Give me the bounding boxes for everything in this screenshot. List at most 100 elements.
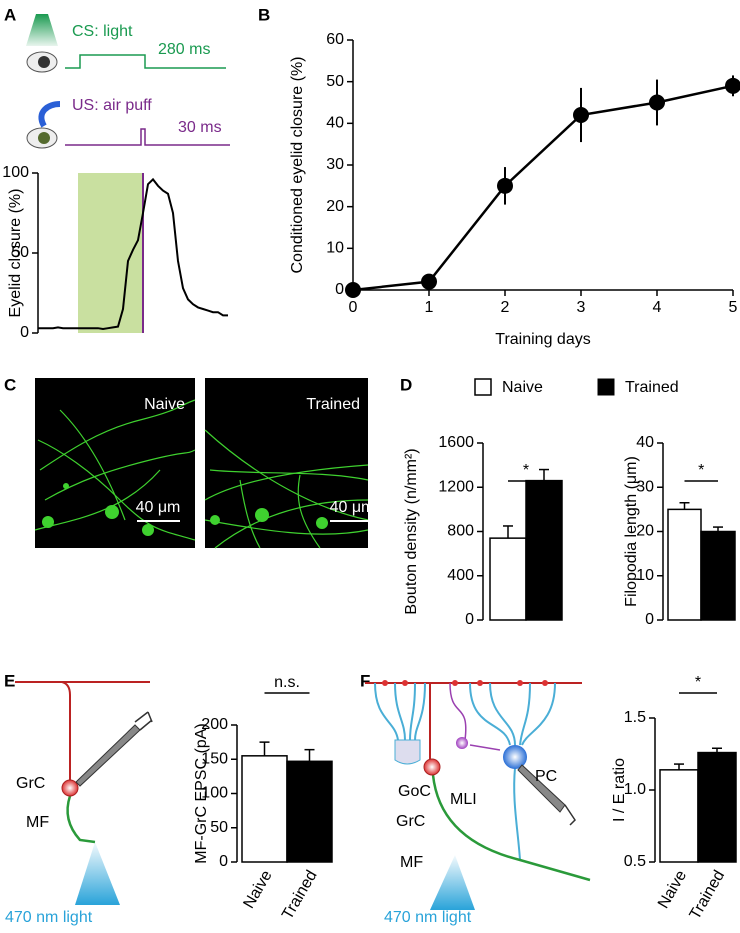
panel-letter: A [4, 5, 16, 24]
bar [286, 760, 333, 863]
y-tick-label: 1600 [438, 434, 474, 451]
us-schematic: US: air puff 30 ms [26, 97, 230, 149]
significance-label: * [523, 462, 529, 479]
y-axis-label: Conditioned eyelid closure (%) [289, 57, 306, 274]
bar [659, 769, 699, 863]
y-tick-label: 100 [2, 164, 29, 181]
y-tick-label: 1.0 [624, 781, 646, 798]
cs-schematic: CS: light 280 ms [26, 14, 226, 73]
panel-letter: E [4, 671, 15, 690]
x-tick-label: 4 [653, 299, 662, 316]
legend-label: Naive [502, 379, 543, 396]
y-tick-label: 0 [219, 853, 228, 870]
y-axis-label: Bouton density (n/mm²) [403, 448, 420, 614]
light-label: 470 nm light [5, 909, 93, 926]
bar [525, 479, 563, 621]
y-tick-label: 0 [335, 281, 344, 298]
x-tick-label: Naive [655, 868, 690, 912]
cs-window [78, 173, 143, 333]
cell-label: GrC [16, 775, 45, 792]
us-label: US: air puff [72, 97, 152, 114]
y-tick-label: 0.5 [624, 853, 646, 870]
data-point [649, 94, 665, 111]
y-tick-label: 60 [326, 31, 344, 48]
x-tick-label: 1 [425, 299, 434, 316]
scale-label: 40 μm [136, 499, 181, 516]
micrograph: Naive 40 μm [34, 378, 196, 548]
data-point [573, 107, 589, 123]
bar [489, 537, 527, 621]
circuit-schematic: GoC MLI PC GrC MF 470 nm light [365, 680, 591, 926]
data-point [421, 273, 437, 290]
significance-label: n.s. [274, 674, 300, 691]
y-tick-label: 200 [201, 716, 228, 733]
x-tick-label: 3 [577, 299, 586, 316]
panel-letter: D [400, 375, 412, 394]
data-point [725, 77, 740, 94]
panel-letter: C [4, 375, 16, 394]
significance-label: * [698, 462, 704, 479]
y-axis-label: MF-GrC EPSC (pA) [193, 723, 210, 863]
y-tick-label: 1.5 [624, 709, 646, 726]
cs-duration: 280 ms [158, 41, 210, 58]
light-label: 470 nm light [384, 909, 472, 926]
y-tick-label: 50 [326, 73, 344, 90]
image-label: Trained [306, 396, 360, 413]
image-label: Naive [144, 396, 185, 413]
y-tick-label: 0 [645, 611, 654, 628]
us-duration: 30 ms [178, 119, 222, 136]
x-tick-label: Trained [279, 868, 321, 923]
bar [241, 755, 288, 863]
circuit-schematic: GrC MF 470 nm light [5, 681, 153, 926]
y-tick-label: 0 [465, 611, 474, 628]
x-tick-label: 0 [349, 299, 358, 316]
y-axis-label: Filopodia length (μm) [623, 456, 640, 607]
significance-label: * [695, 674, 701, 691]
bar [697, 751, 737, 863]
y-tick-label: 100 [201, 785, 228, 802]
cell-label: GoC [398, 783, 431, 800]
micrograph: Trained 40 μm [204, 378, 375, 549]
y-tick-label: 0 [20, 324, 29, 341]
y-tick-label: 40 [636, 434, 654, 451]
cell-label: PC [535, 768, 557, 785]
bar [700, 530, 736, 621]
cell-label: MF [400, 854, 423, 871]
data-point [345, 282, 361, 298]
y-tick-label: 20 [326, 198, 344, 215]
y-tick-label: 50 [210, 819, 228, 836]
legend-swatch [474, 378, 492, 396]
y-tick-label: 800 [447, 523, 474, 540]
panel-letter: B [258, 5, 270, 24]
y-tick-label: 30 [326, 156, 344, 173]
x-tick-label: 2 [501, 299, 510, 316]
scale-label: 40 μm [330, 499, 375, 516]
cell-label: MF [26, 814, 49, 831]
x-tick-label: Naive [240, 868, 275, 912]
y-tick-label: 10 [636, 567, 654, 584]
cell-label: GrC [396, 813, 425, 830]
x-axis-label: Training days [495, 331, 590, 348]
legend-swatch [597, 378, 615, 396]
data-point [497, 177, 513, 194]
data-line [352, 84, 734, 292]
x-tick-label: 5 [729, 299, 738, 316]
y-tick-label: 40 [326, 115, 344, 132]
y-tick-label: 150 [201, 750, 228, 767]
legend-label: Trained [625, 379, 679, 396]
x-tick-label: Trained [687, 868, 729, 923]
y-tick-label: 30 [636, 478, 654, 495]
y-tick-label: 50 [11, 244, 29, 261]
panel-letter: F [360, 671, 370, 690]
y-tick-label: 1200 [438, 478, 474, 495]
data-line [38, 177, 228, 331]
y-tick-label: 10 [326, 240, 344, 257]
y-axis-label: Eyelid closure (%) [7, 189, 24, 318]
y-axis-label: I / E ratio [611, 758, 628, 822]
y-tick-label: 20 [636, 523, 654, 540]
cs-label: CS: light [72, 23, 133, 40]
y-tick-label: 400 [447, 567, 474, 584]
bar [667, 508, 702, 621]
cell-label: MLI [450, 791, 477, 808]
